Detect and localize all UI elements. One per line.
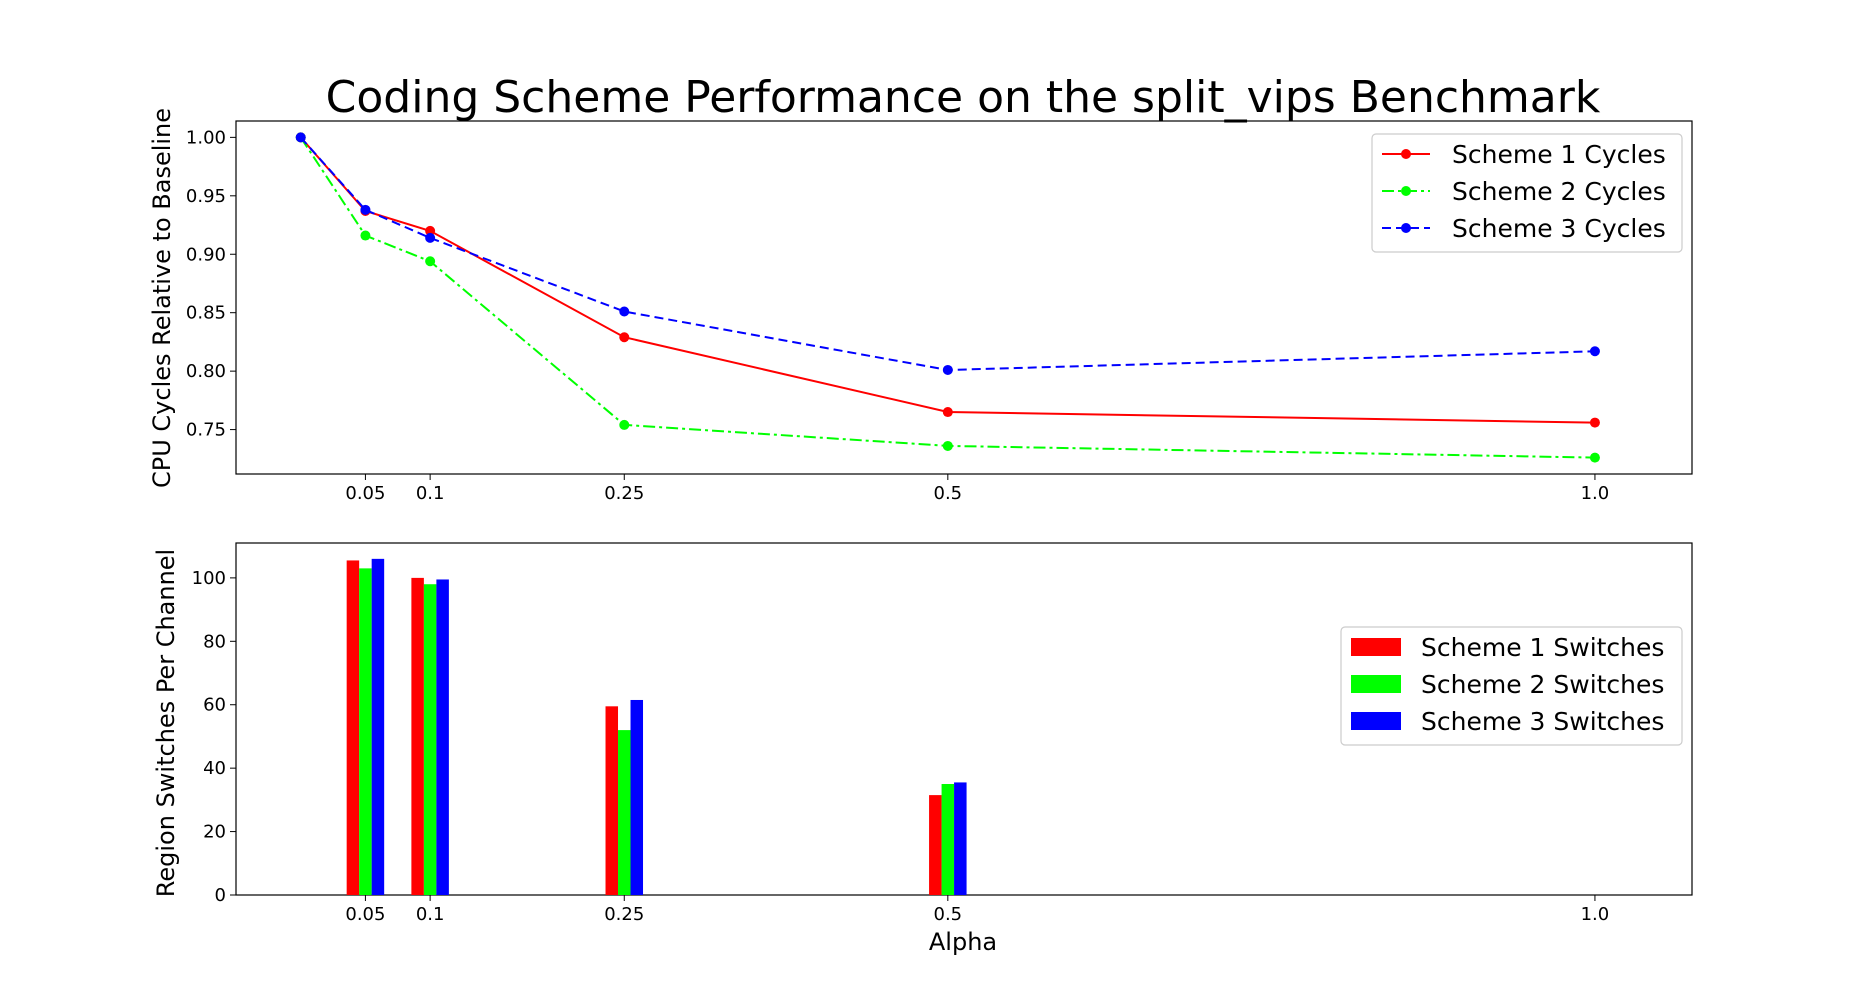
cycles-legend-label: Scheme 2 Cycles bbox=[1452, 177, 1666, 206]
switches-xlabel: Alpha bbox=[929, 928, 997, 956]
cycles-series-point-2 bbox=[1589, 452, 1600, 463]
cycles-series-point-1 bbox=[942, 407, 953, 418]
switches-xtick-label: 0.1 bbox=[416, 904, 445, 925]
cycles-ytick-label: 0.95 bbox=[186, 186, 226, 207]
switches-bar-1 bbox=[605, 706, 619, 895]
switches-bar-1 bbox=[929, 795, 942, 895]
switches-bar-3 bbox=[371, 558, 385, 895]
cycles-ytick-label: 0.75 bbox=[186, 420, 226, 441]
switches-bar-2 bbox=[423, 584, 437, 895]
figure-title: Coding Scheme Performance on the split_v… bbox=[326, 72, 1601, 123]
switches-ytick-label: 0 bbox=[215, 885, 226, 906]
cycles-series-line-2 bbox=[299, 136, 1595, 459]
switches-ylabel: Region Switches Per Channel bbox=[152, 549, 180, 897]
cycles-series-point-1 bbox=[1589, 417, 1600, 428]
switches-legend-label: Scheme 3 Switches bbox=[1421, 707, 1664, 736]
switches-legend-label: Scheme 2 Switches bbox=[1421, 670, 1664, 699]
cycles-series-point-3 bbox=[942, 364, 953, 375]
cycles-ytick-label: 0.85 bbox=[186, 303, 226, 324]
switches-xtick-label: 0.5 bbox=[934, 904, 963, 925]
switches-xtick-label: 1.0 bbox=[1581, 904, 1610, 925]
switches-xtick-label: 0.05 bbox=[345, 904, 385, 925]
cycles-series-point-3 bbox=[295, 132, 306, 143]
switches-ytick-label: 20 bbox=[203, 822, 226, 843]
cycles-ylabel: CPU Cycles Relative to Baseline bbox=[148, 108, 176, 488]
switches-legend-frame bbox=[1340, 626, 1683, 746]
cycles-legend-marker bbox=[1401, 223, 1411, 233]
cycles-ytick-label: 0.80 bbox=[186, 361, 226, 382]
cycles-chart: CPU Cycles Relative to Baseline 0.05 0.1 0… bbox=[148, 108, 1693, 504]
cycles-series-point-3 bbox=[1589, 346, 1600, 357]
switches-xtick-label: 0.25 bbox=[604, 904, 644, 925]
cycles-axes-frame bbox=[235, 120, 1693, 475]
cycles-xtick-label: 0.25 bbox=[604, 483, 644, 504]
cycles-ytick-label: 0.90 bbox=[186, 244, 226, 265]
cycles-ytick-label: 1.00 bbox=[186, 127, 226, 148]
cycles-series-point-3 bbox=[425, 232, 436, 243]
cycles-legend-label: Scheme 3 Cycles bbox=[1452, 214, 1666, 243]
switches-legend-swatch bbox=[1351, 638, 1401, 656]
switches-bar-2 bbox=[618, 730, 631, 895]
switches-bar-3 bbox=[436, 579, 449, 895]
cycles-legend-marker bbox=[1401, 186, 1411, 196]
switches-ytick-label: 60 bbox=[203, 695, 226, 716]
switches-legend-label: Scheme 1 Switches bbox=[1421, 633, 1664, 662]
switches-ytick-label: 40 bbox=[203, 758, 226, 779]
cycles-series-point-2 bbox=[942, 440, 953, 451]
cycles-series-point-1 bbox=[425, 225, 436, 236]
cycles-legend-frame bbox=[1371, 133, 1683, 253]
cycles-xtick-label: 1.0 bbox=[1581, 483, 1610, 504]
switches-bar-2 bbox=[359, 568, 372, 895]
cycles-series-point-3 bbox=[619, 306, 630, 317]
switches-legend-swatch bbox=[1351, 712, 1401, 730]
cycles-series-point-2 bbox=[619, 419, 630, 430]
cycles-legend-marker bbox=[1401, 149, 1411, 159]
cycles-series-point-1 bbox=[619, 332, 630, 343]
cycles-xtick-label: 0.05 bbox=[345, 483, 385, 504]
cycles-series-point-3 bbox=[360, 204, 371, 215]
switches-chart: Region Switches Per Channel Alpha 0.05 0.… bbox=[152, 542, 1693, 956]
switches-bar-2 bbox=[941, 784, 955, 895]
cycles-series-line-1 bbox=[299, 136, 1595, 424]
switches-ytick-label: 80 bbox=[203, 631, 226, 652]
cycles-xtick-label: 0.1 bbox=[416, 483, 445, 504]
switches-legend-swatch bbox=[1351, 675, 1401, 693]
cycles-legend-label: Scheme 1 Cycles bbox=[1452, 140, 1666, 169]
switches-bar-3 bbox=[954, 782, 967, 895]
switches-bar-3 bbox=[630, 699, 644, 895]
switches-ytick-label: 100 bbox=[192, 568, 226, 589]
cycles-series-point-2 bbox=[425, 256, 436, 267]
cycles-xtick-label: 0.5 bbox=[934, 483, 963, 504]
cycles-series-point-2 bbox=[360, 230, 371, 241]
switches-bar-1 bbox=[346, 560, 360, 895]
switches-bar-1 bbox=[411, 577, 424, 895]
cycles-series-line-3 bbox=[299, 136, 1595, 372]
